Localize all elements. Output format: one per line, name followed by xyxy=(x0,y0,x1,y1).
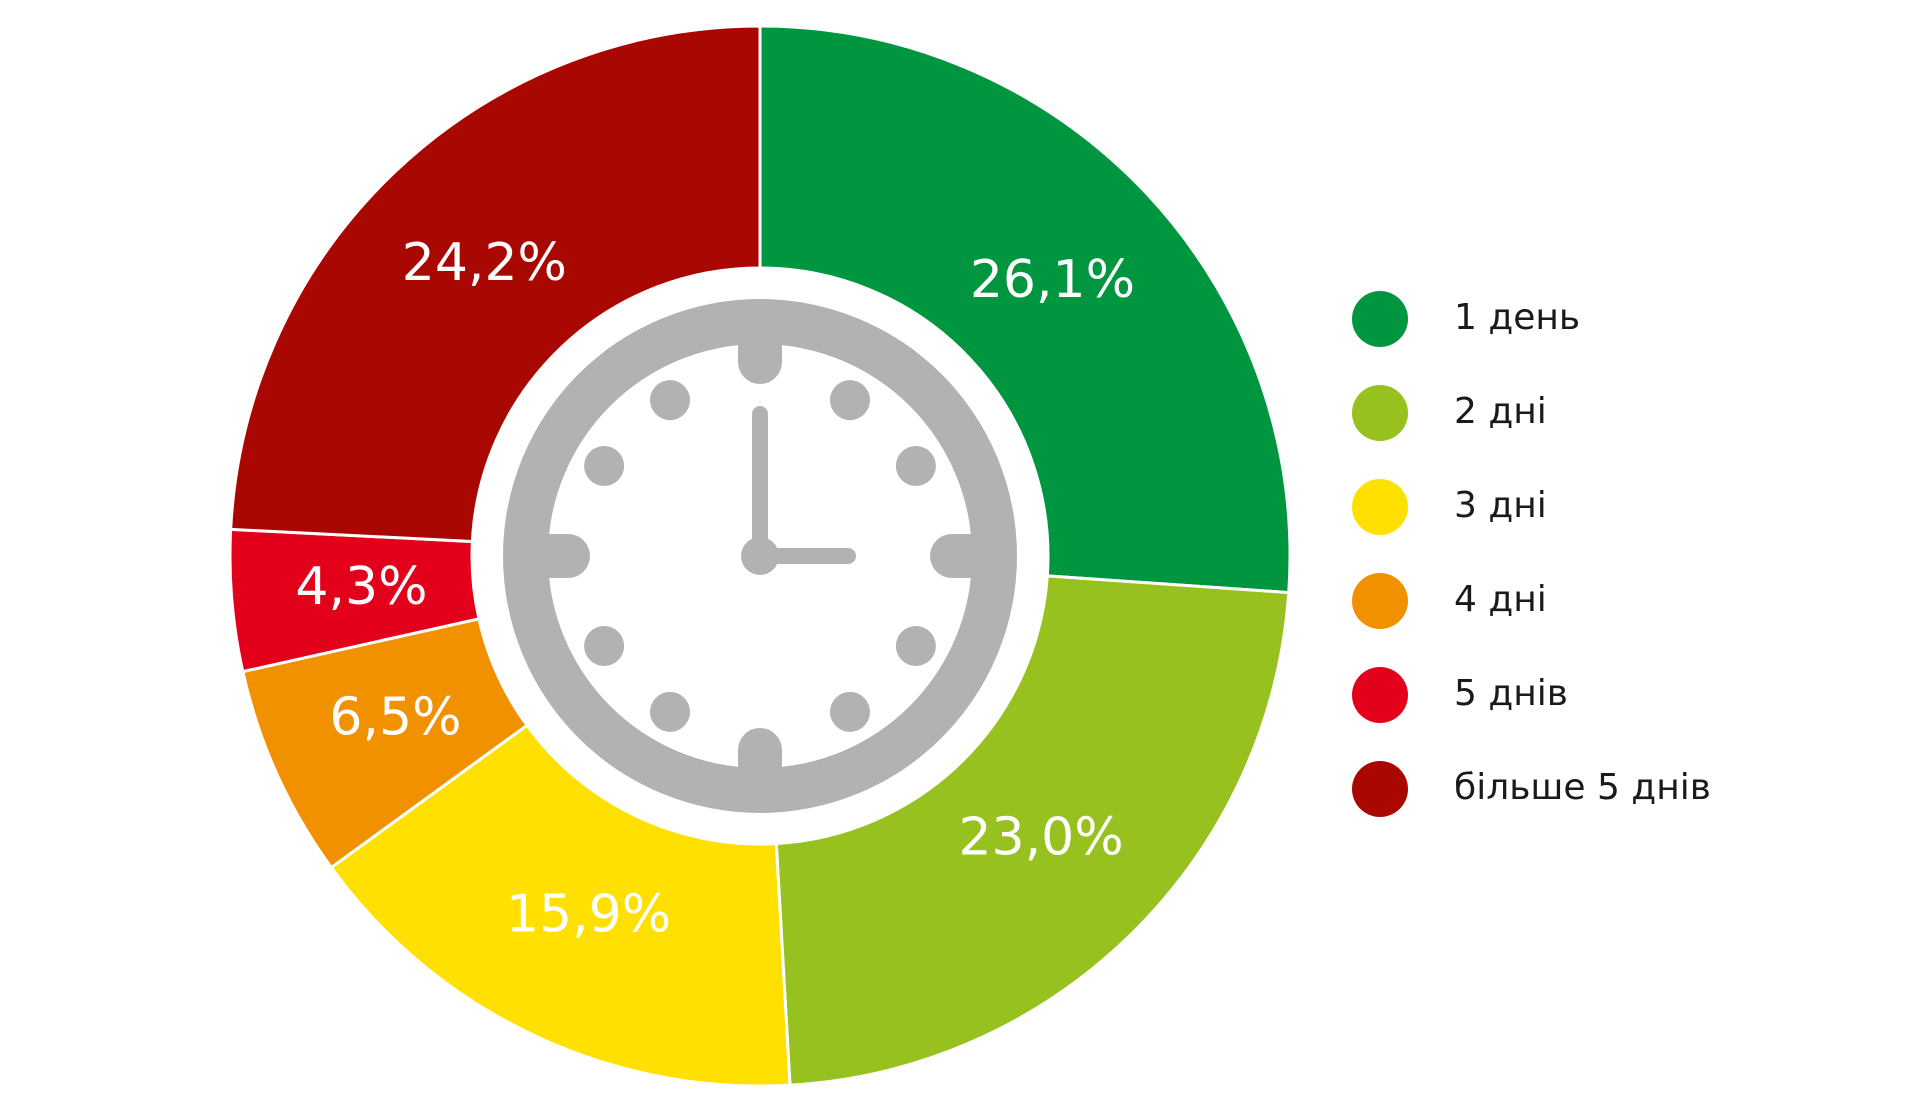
legend-label-4: 5 днів xyxy=(1454,673,1568,714)
legend-label-3: 4 дні xyxy=(1454,579,1547,620)
legend-label-2: 3 дні xyxy=(1454,485,1547,526)
slice-labels: 26,1% 23,0% 15,9% 6,5% 4,3% 24,2% xyxy=(295,233,1135,944)
slice-value-label-2: 15,9% xyxy=(506,884,671,944)
legend-swatch-0 xyxy=(1352,291,1408,347)
legend-label-1: 2 дні xyxy=(1454,391,1547,432)
legend-label-5: більше 5 днів xyxy=(1454,767,1711,808)
slice-value-label-0: 26,1% xyxy=(970,250,1135,310)
slice-value-label-5: 24,2% xyxy=(402,233,567,293)
slice-value-label-3: 6,5% xyxy=(329,688,461,748)
clock-icon xyxy=(472,268,1048,844)
slice-value-label-4: 4,3% xyxy=(295,557,427,617)
legend-swatch-5 xyxy=(1352,761,1408,817)
legend-swatch-4 xyxy=(1352,667,1408,723)
slice-value-label-1: 23,0% xyxy=(958,808,1123,868)
legend-swatch-1 xyxy=(1352,385,1408,441)
legend-swatch-3 xyxy=(1352,573,1408,629)
legend: 1 день 2 дні 3 дні 4 дні 5 днів більше 5 днів xyxy=(1352,291,1711,817)
legend-swatch-2 xyxy=(1352,479,1408,535)
legend-label-0: 1 день xyxy=(1454,297,1580,338)
